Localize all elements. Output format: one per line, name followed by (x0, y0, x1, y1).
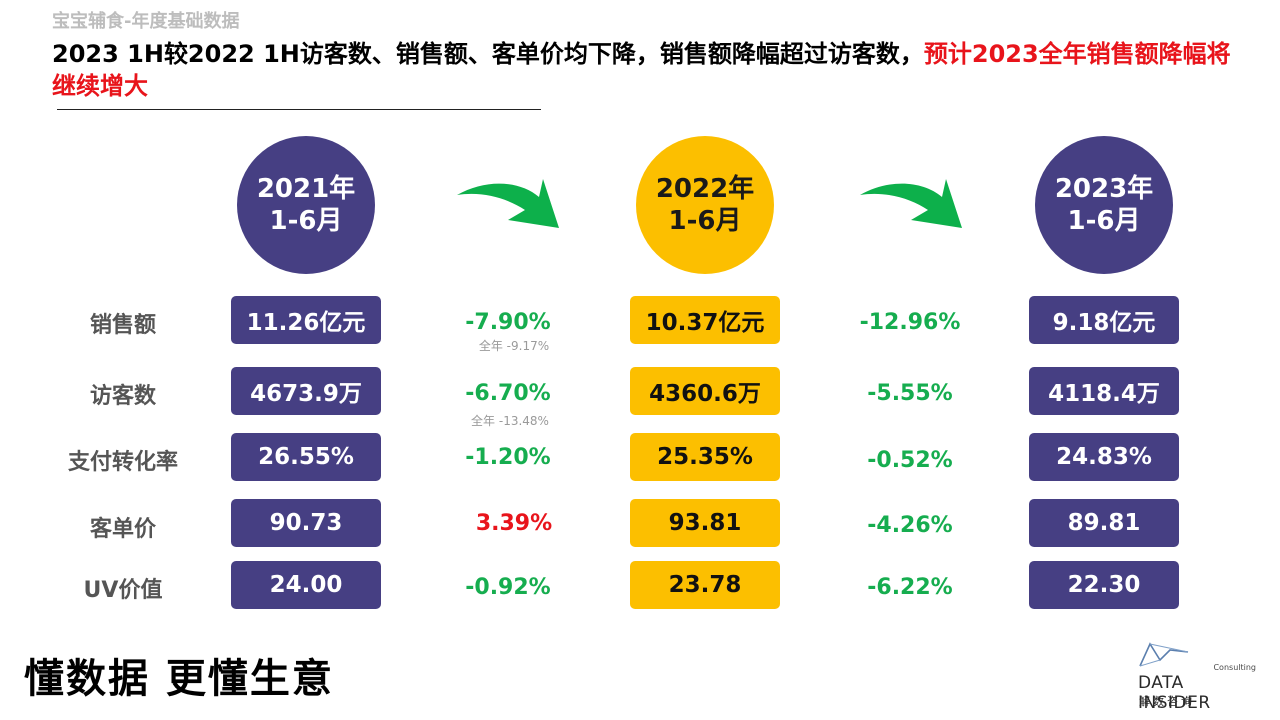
change-2023-vs-2022-sales: -12.96% (859, 310, 961, 335)
fullyear-note-visitors: 全年 -13.48% (471, 414, 549, 428)
value-2023-uv-value: 22.30 (1029, 561, 1179, 609)
metric-label-sales: 销售额 (89, 313, 156, 338)
headline-highlight: 预计2023全年销售额降幅将继续增大 (52, 40, 1231, 100)
change-2022-vs-2021-visitors: -6.70% (465, 381, 551, 406)
value-2022-uv-value: 23.78 (630, 561, 780, 609)
logo-mark-icon (1139, 642, 1189, 667)
value-2022-sales: 10.37亿元 (630, 296, 780, 344)
logo-brand-text: DATA INSIDER (1138, 673, 1211, 713)
period-year: 2022年 (655, 174, 755, 204)
change-2022-vs-2021-sales: -7.90% (465, 310, 551, 335)
period-circle-2021: 2021年 1-6月 (237, 136, 375, 274)
fullyear-note-sales: 全年 -9.17% (478, 339, 550, 353)
curved-green-arrow-icon (457, 179, 559, 228)
period-months: 1-6月 (1067, 206, 1141, 236)
change-2022-vs-2021-uv-value: -0.92% (465, 575, 551, 600)
value-2022-visitors: 4360.6万 (630, 367, 780, 415)
value-2022-conversion: 25.35% (630, 433, 780, 481)
period-months: 1-6月 (668, 206, 742, 236)
value-2023-visitors: 4118.4万 (1029, 367, 1179, 415)
change-2023-vs-2022-conversion: -0.52% (867, 448, 953, 473)
period-year: 2021年 (256, 174, 356, 204)
period-circle-2022: 2022年 1-6月 (636, 136, 774, 274)
page-headline: 2023 1H较2022 1H访客数、销售额、客单价均下降，销售额降幅超过访客数… (52, 38, 1242, 102)
change-2022-vs-2021-avg-order: 3.39% (475, 511, 553, 536)
period-circle-2023: 2023年 1-6月 (1035, 136, 1173, 274)
page-subtitle: 宝宝辅食-年度基础数据 (52, 11, 240, 32)
curved-green-arrow-icon (860, 179, 962, 228)
value-2021-sales: 11.26亿元 (231, 296, 381, 344)
logo-chinese-text: 解数咨询 (1139, 695, 1195, 708)
metric-label-visitors: 访客数 (89, 384, 156, 409)
metric-label-avg-order: 客单价 (89, 517, 156, 542)
value-2023-sales: 9.18亿元 (1029, 296, 1179, 344)
logo-consulting-text: Consulting (1213, 663, 1256, 672)
footer-slogan: 懂数据 更懂生意 (24, 656, 334, 702)
value-2021-visitors: 4673.9万 (231, 367, 381, 415)
headline-divider (57, 109, 541, 110)
metric-label-uv-value: UV价值 (83, 578, 163, 603)
value-2023-avg-order: 89.81 (1029, 499, 1179, 547)
value-2023-conversion: 24.83% (1029, 433, 1179, 481)
company-logo: Consulting DATA INSIDER 解数咨询 (1136, 638, 1262, 713)
value-2021-uv-value: 24.00 (231, 561, 381, 609)
headline-text: 2023 1H较2022 1H访客数、销售额、客单价均下降，销售额降幅超过访客数… (52, 40, 924, 68)
value-2022-avg-order: 93.81 (630, 499, 780, 547)
change-2023-vs-2022-avg-order: -4.26% (867, 513, 953, 538)
period-months: 1-6月 (269, 206, 343, 236)
change-2022-vs-2021-conversion: -1.20% (465, 445, 551, 470)
value-2021-avg-order: 90.73 (231, 499, 381, 547)
metric-label-conversion: 支付转化率 (67, 450, 178, 475)
value-2021-conversion: 26.55% (231, 433, 381, 481)
change-2023-vs-2022-uv-value: -6.22% (867, 575, 953, 600)
change-2023-vs-2022-visitors: -5.55% (867, 381, 953, 406)
period-year: 2023年 (1054, 174, 1154, 204)
